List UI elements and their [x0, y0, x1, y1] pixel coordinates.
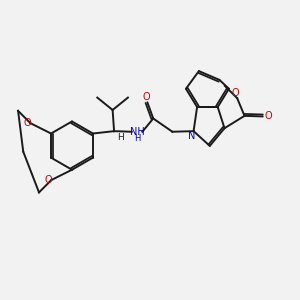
Text: N: N	[188, 131, 196, 142]
Text: H: H	[117, 133, 124, 142]
Text: O: O	[143, 92, 151, 102]
Text: O: O	[23, 118, 31, 128]
Text: O: O	[264, 111, 272, 122]
Text: H: H	[134, 134, 141, 143]
Text: O: O	[44, 175, 52, 185]
Text: O: O	[232, 88, 239, 98]
Text: NH: NH	[130, 127, 144, 137]
